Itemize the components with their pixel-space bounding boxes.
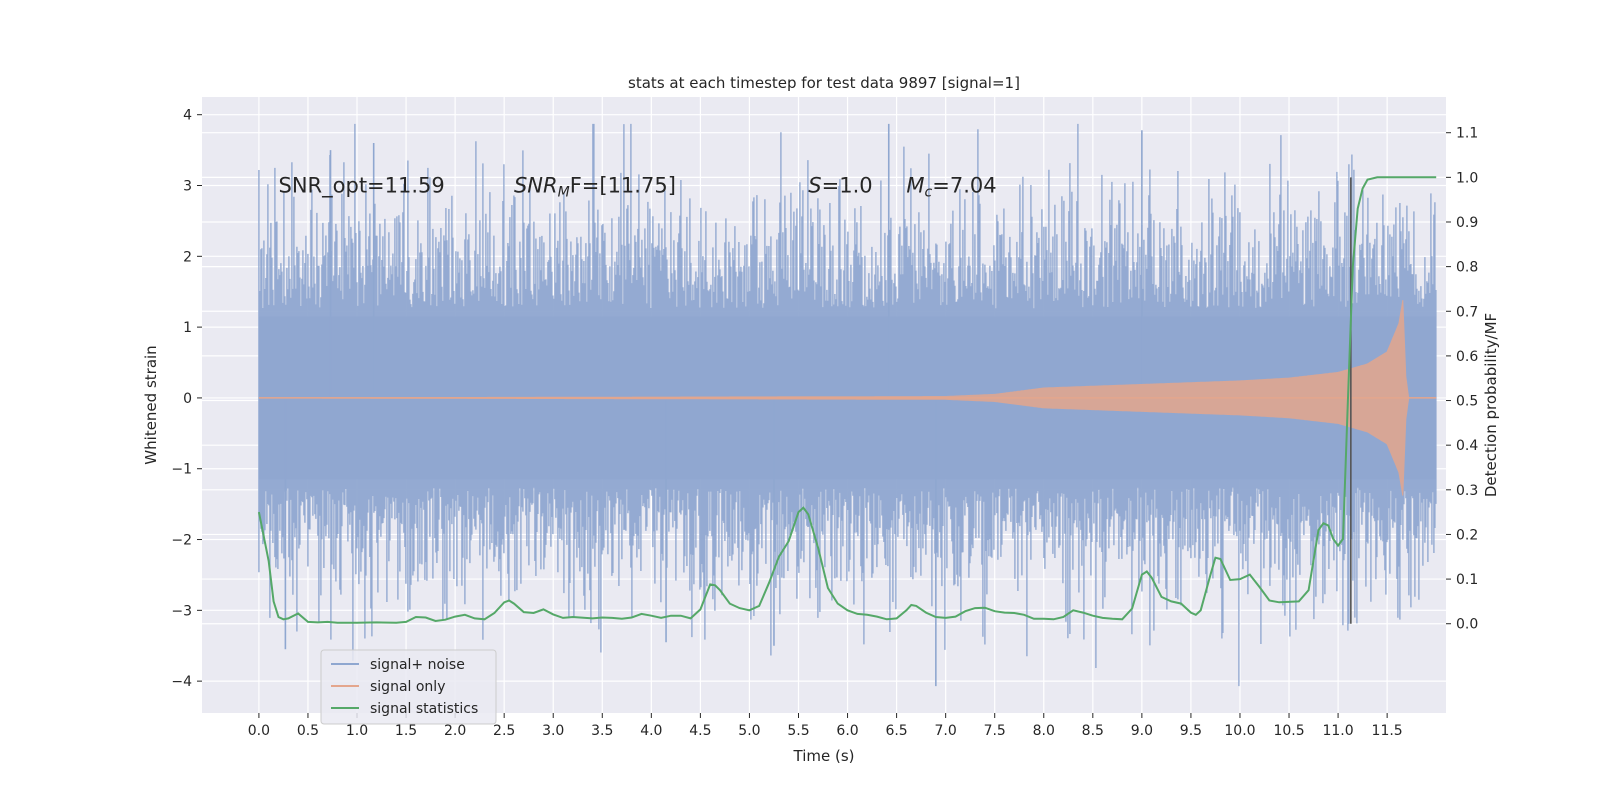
x-tick-label: 4.0 [640,723,662,739]
x-tick-label: 9.0 [1131,723,1153,739]
x-tick-label: 11.5 [1372,723,1403,739]
x-tick-label: 2.5 [493,723,515,739]
y-right-tick-label: 0.3 [1456,483,1478,499]
legend-box [320,649,497,725]
x-tick-label: 3.0 [542,723,564,739]
y-tick-label: −1 [171,462,192,478]
y-tick-label: 1 [183,320,192,336]
x-tick-label: 4.5 [689,723,711,739]
legend-label-signal-noise: signal+ noise [370,657,465,673]
x-tick-label: 0.0 [248,723,270,739]
y-tick-label: −4 [171,674,192,690]
y-right-tick-label: 0.8 [1456,260,1478,276]
annotation-label: S=1.0 [808,174,872,198]
legend-label-signal-only: signal only [370,679,445,695]
x-tick-label: 5.5 [787,723,809,739]
series-layer [257,123,1437,687]
annotation-label: Mc=7.04 [906,174,996,201]
x-tick-label: 5.0 [738,723,760,739]
x-tick-label: 11.0 [1322,723,1353,739]
x-tick-label: 6.5 [885,723,907,739]
legend: signal+ noise signal only signal statist… [320,649,497,725]
x-tick-label: 7.0 [935,723,957,739]
x-tick-label: 8.0 [1033,723,1055,739]
x-tick-label: 3.5 [591,723,613,739]
x-tick-label: 1.0 [346,723,368,739]
x-tick-label: 8.5 [1082,723,1104,739]
y-tick-label: −3 [171,603,192,619]
x-tick-label: 9.5 [1180,723,1202,739]
y-tick-label: 3 [183,179,192,195]
y-axis-right-label: Detection probability/MF [1482,313,1500,497]
chart-title: stats at each timestep for test data 989… [628,74,1020,92]
y-right-tick-label: 0.1 [1456,572,1478,588]
x-tick-label: 2.0 [444,723,466,739]
y-right-tick-label: 1.0 [1456,170,1478,186]
y-right-tick-label: 0.4 [1456,438,1478,454]
x-axis-label: Time (s) [793,747,855,765]
y-right-tick-label: 0.6 [1456,349,1478,365]
y-right-tick-label: 0.7 [1456,304,1478,320]
x-tick-label: 7.5 [984,723,1006,739]
y-tick-label: 2 [183,249,192,265]
annotations: SNR_opt=11.59 SNRMF=[11.75] S=1.0 Mc=7.04 [279,174,997,201]
axes: 0.0 0.5 1.0 1.5 2.0 2.5 3.0 3.5 4.0 4.5 5.0 5.5 6.0 6… [171,108,1478,739]
x-tick-label: 10.0 [1224,723,1255,739]
annotation-label: SNRMF=[11.75] [514,174,676,201]
signal-statistics-line [257,176,1437,624]
x-tick-label: 10.5 [1273,723,1304,739]
y-right-tick-label: 0.9 [1456,215,1478,231]
annotation-label: SNR_opt=11.59 [279,174,445,199]
y-right-tick-label: 0.5 [1456,394,1478,410]
y-right-tick-label: 0.0 [1456,617,1478,633]
y-right-tick-label: 0.2 [1456,527,1478,543]
x-tick-label: 1.5 [395,723,417,739]
x-tick-label: 6.0 [836,723,858,739]
legend-label-signal-statistics: signal statistics [370,701,478,717]
x-tick-label: 0.5 [297,723,319,739]
y-tick-label: 0 [183,391,192,407]
y-right-tick-label: 1.1 [1456,126,1478,142]
y-tick-label: 4 [183,108,192,124]
y-tick-label: −2 [171,533,192,549]
y-axis-label: Whitened strain [142,345,160,464]
